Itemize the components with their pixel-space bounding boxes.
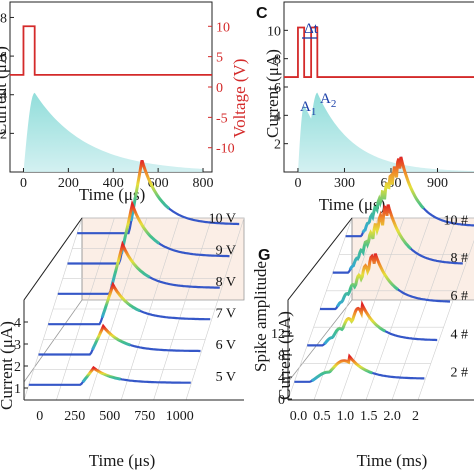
xtick-label: 1000	[166, 409, 194, 424]
panel-g-zlabel: Spike amplitude	[251, 261, 270, 372]
panel-c-ytick-label: 2	[274, 138, 281, 153]
panel-c-xtick-label: 0	[294, 176, 301, 191]
series-peak-highlight	[336, 253, 399, 308]
waterfall-depth-axis	[23, 217, 83, 301]
panel-a-y2tick-label: 10	[216, 20, 230, 35]
series-label: 2 #	[451, 366, 469, 381]
panel-a-ytick-label: 6	[0, 50, 7, 65]
panel-a-xtick-label: 400	[103, 176, 124, 191]
series-label: 7 V	[216, 306, 236, 321]
xtick-label: 0	[36, 409, 43, 424]
panel-voltage-waterfall: 10 V 9 V 8 V 7 V 6 V 5 V 0 250 500 750 1000 4 3 2 1 T…	[0, 159, 245, 470]
series-peak-highlight	[310, 353, 373, 383]
panel-c-xlabel: Time (μs)	[319, 195, 386, 214]
panel-g-ylabel: Current (μA)	[275, 311, 294, 400]
panel-a-ytick-label: 2	[0, 127, 7, 142]
xtick-label: 500	[99, 409, 120, 424]
panel-a-xtick-label: 800	[193, 176, 214, 191]
panel-c-current-area	[297, 92, 474, 172]
panel-e-ylabel: Current (μA)	[0, 321, 16, 410]
series-label: 8 V	[216, 275, 236, 290]
ytick-label: 1	[14, 382, 21, 397]
panel-c-xtick-label: 900	[427, 176, 448, 191]
panel-a-y2tick-label: 5	[216, 51, 223, 66]
panel-a-xtick-label: 0	[20, 176, 27, 191]
a2-label: A2	[320, 91, 336, 110]
panel-g-chart: G 10 # 8 # 6 # 4 # 2 # 0.0 0.5 1.0 1.5 2.0 2 12 8 4 0…	[251, 156, 474, 470]
panel-g-depth-axis	[287, 217, 353, 301]
floor-grid-line	[339, 217, 405, 401]
ytick-label: 4	[278, 371, 285, 386]
series-peak-highlight	[323, 300, 386, 345]
panel-a-voltage-line	[10, 25, 212, 76]
ytick-label: 8	[278, 349, 285, 364]
series-peak-highlight	[110, 240, 151, 287]
xtick-label: 0.0	[290, 409, 308, 424]
panel-g-xlabel: Time (ms)	[357, 451, 428, 470]
panel-a-y2tick-label: -5	[216, 111, 228, 126]
series-peak-highlight	[120, 199, 161, 255]
ytick-label: 3	[14, 338, 21, 353]
panel-a-xlabel: Time (μs)	[79, 185, 146, 204]
xtick-label: 0.5	[313, 409, 331, 424]
series-label: 9 V	[216, 243, 236, 258]
ytick-label: 4	[14, 316, 21, 331]
ytick-label: 0	[278, 393, 285, 408]
panel-c-ylabel: Current (μA)	[263, 49, 282, 138]
panel-a-y2tick-label: -10	[216, 142, 235, 157]
panel-c-ytick-label: 10	[267, 24, 281, 39]
panel-a-y2tick-label: 0	[216, 81, 223, 96]
panel-c-ytick-label: 6	[274, 81, 281, 96]
xtick-label: 750	[134, 409, 155, 424]
series-label: 8 #	[451, 251, 469, 266]
panel-e-xlabel: Time (μs)	[89, 451, 156, 470]
series-label: 10 V	[209, 211, 236, 226]
floor-grid-line	[391, 217, 457, 401]
panel-a-ylabel: Current (μA)	[0, 46, 10, 135]
series-peak-highlight	[361, 156, 425, 234]
series-label: 4 #	[451, 327, 469, 342]
panel-c-letter: C	[256, 5, 268, 22]
panel-a-current-area	[23, 92, 204, 172]
panel-a-ytick-label: 4	[0, 89, 7, 104]
series-peak-highlight	[129, 159, 170, 222]
panel-c-chart: C 03006009001246810 Δt A1 A2 Time (μs) C…	[256, 1, 474, 214]
ytick-label: 2	[14, 360, 21, 375]
floor-grid-line	[365, 217, 431, 401]
xtick-label: 1.5	[360, 409, 378, 424]
series-peak-highlight	[348, 204, 412, 271]
panel-c-voltage-line	[284, 26, 474, 78]
panel-a-xtick-label: 200	[58, 176, 79, 191]
series-label: 6 V	[216, 338, 236, 353]
panel-c-xtick-label: 300	[334, 176, 355, 191]
panel-c-ytick-label: 8	[274, 53, 281, 68]
ytick-label: 12	[271, 327, 285, 342]
floor-grid-line	[417, 239, 474, 401]
series-peak-highlight	[81, 365, 121, 383]
panel-c-ytick-label: 4	[274, 109, 281, 124]
series-peak-highlight	[91, 323, 131, 351]
panel-g-letter: G	[258, 247, 270, 264]
series-peak-highlight	[100, 281, 141, 319]
panel-a-ytick-label: 8	[0, 11, 7, 26]
series-label: 5 V	[216, 370, 236, 385]
xtick-label: 2	[412, 409, 419, 424]
floor-grid-line	[313, 217, 379, 401]
delta-t-label: Δt	[304, 21, 319, 37]
a1-label: A1	[300, 99, 316, 118]
xtick-label: 1.0	[337, 409, 355, 424]
xtick-label: 250	[64, 409, 85, 424]
panel-a-y2label: Voltage (V)	[230, 59, 249, 138]
xtick-label: 2.0	[383, 409, 401, 424]
panel-g-floor-grid	[287, 217, 474, 401]
series-label: 10 #	[444, 213, 469, 228]
series-label: 6 #	[451, 289, 469, 304]
waterfall-side-wall	[23, 216, 83, 384]
